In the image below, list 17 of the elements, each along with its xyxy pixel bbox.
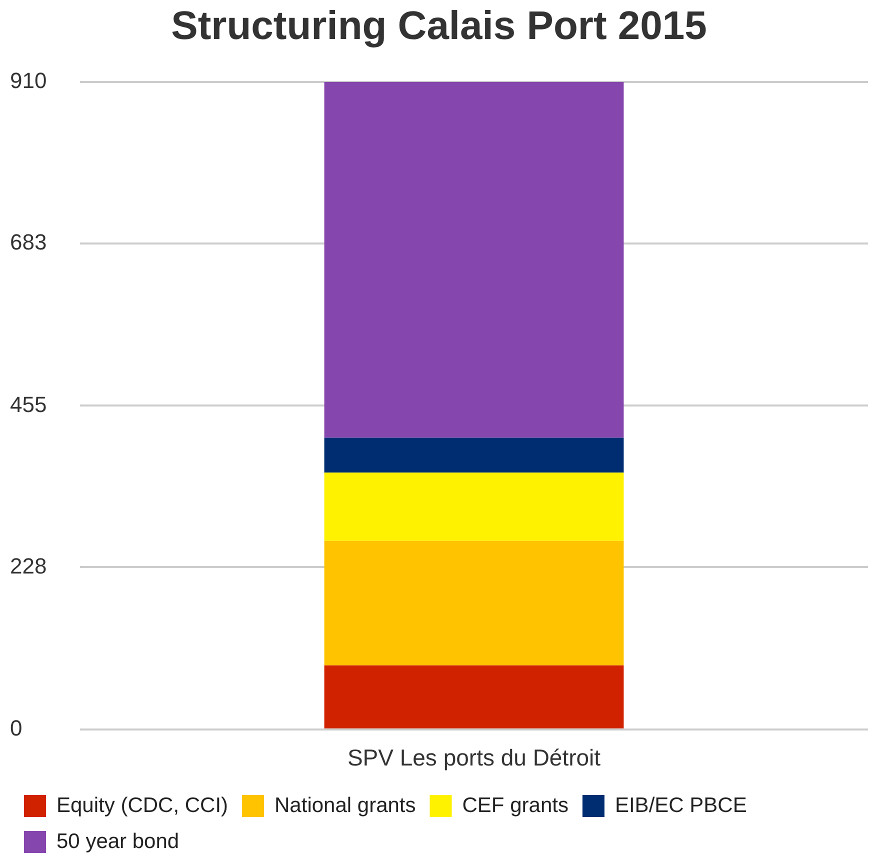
- bar: [324, 472, 624, 541]
- legend-label: CEF grants: [462, 794, 568, 817]
- y-tick-label: 0: [10, 715, 22, 740]
- legend-label: National grants: [274, 794, 416, 817]
- bar: [324, 438, 624, 473]
- chart-title: Structuring Calais Port 2015: [171, 4, 707, 48]
- bar: [324, 665, 624, 728]
- legend-label: Equity (CDC, CCI): [56, 794, 228, 817]
- y-tick-label: 910: [10, 68, 47, 94]
- x-tick-label: SPV Les ports du Détroit: [347, 744, 602, 771]
- y-tick-label: 455: [10, 392, 47, 417]
- bar: [324, 82, 624, 438]
- y-tick-label: 228: [10, 553, 47, 578]
- legend-label: EIB/EC PBCE: [614, 794, 747, 817]
- legend-label: 50 year bond: [56, 830, 180, 853]
- y-tick-label: 683: [10, 230, 47, 255]
- bar: [324, 540, 624, 666]
